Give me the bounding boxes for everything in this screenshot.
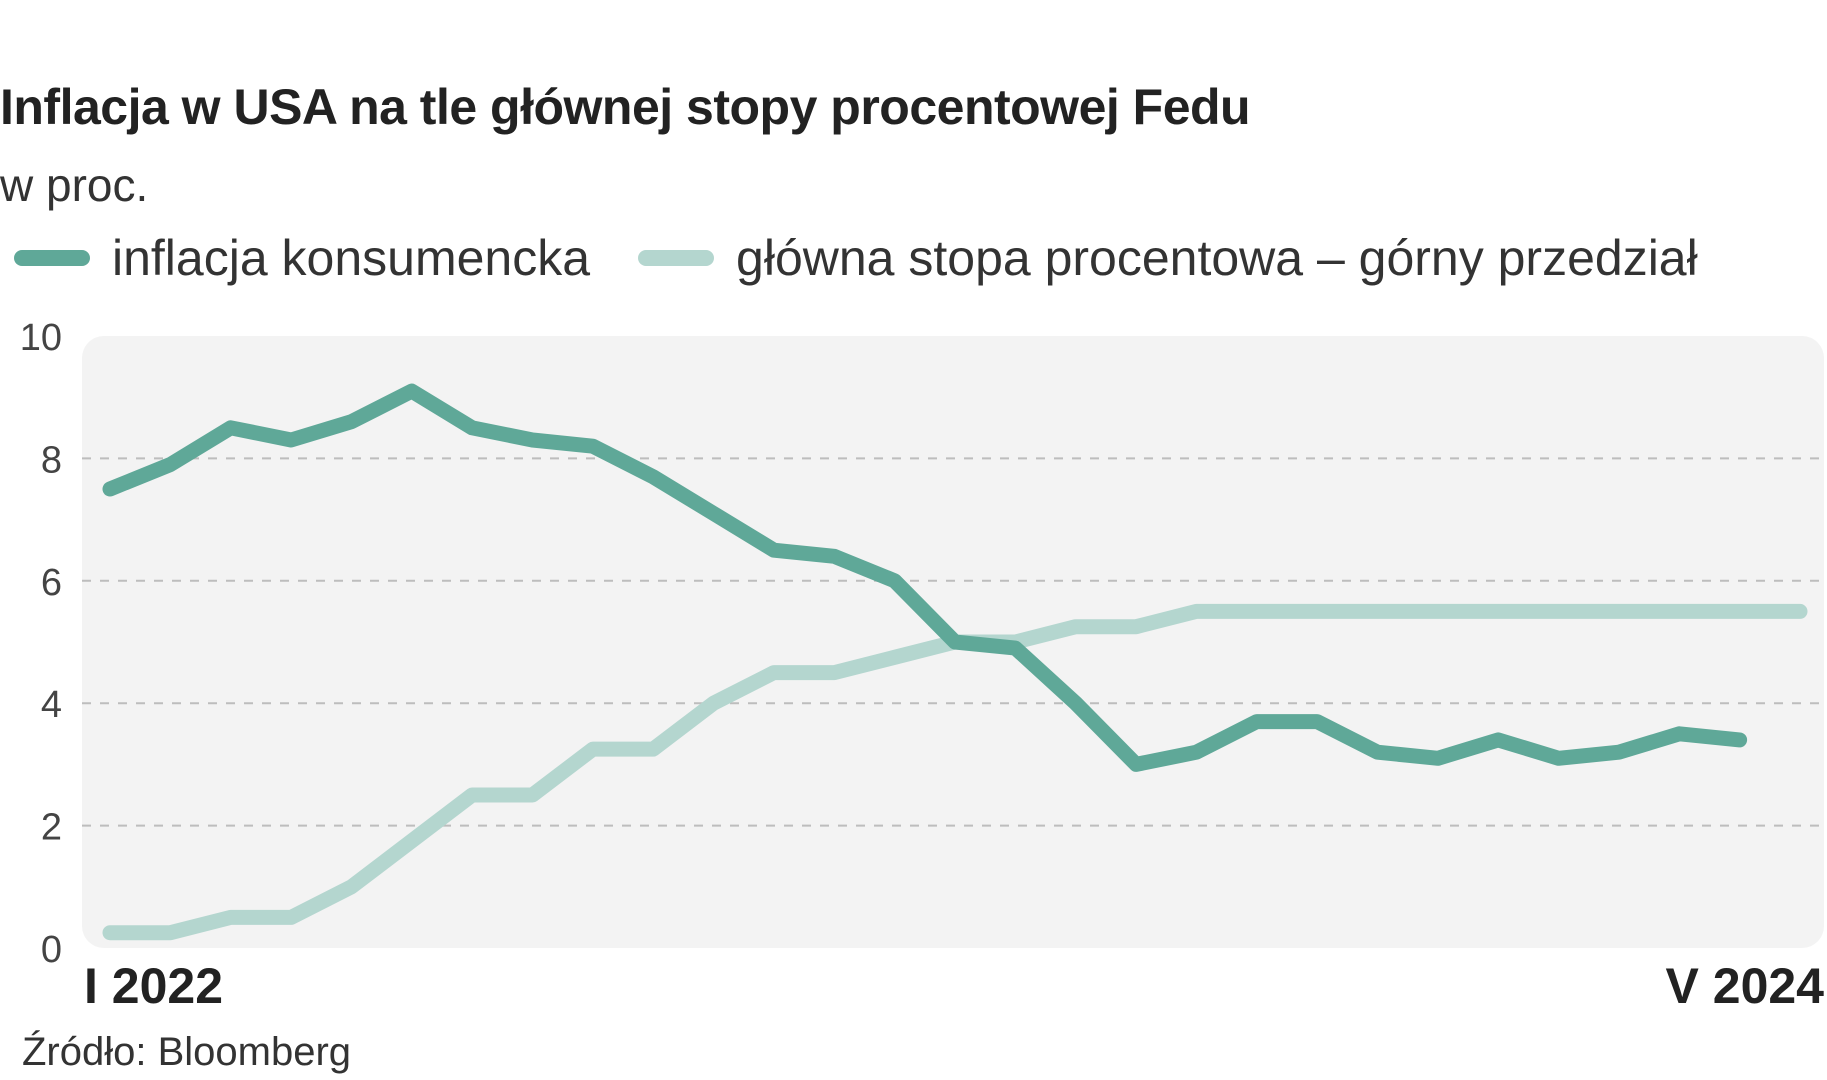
chart-title: Inflacja w USA na tle głównej stopy proc… [0, 79, 1251, 135]
grid-lines [82, 457, 1824, 827]
line-chart: 0 2 4 6 8 10 I 2022 V 2024 [20, 320, 1825, 1014]
chart-legend: inflacja konsumencka główna stopa procen… [14, 228, 1746, 288]
y-tick-label: 8 [41, 439, 62, 481]
legend-label-interest-rate: główna stopa procentowa – górny przedzia… [736, 230, 1698, 286]
chart-subtitle: w proc. [0, 159, 149, 211]
x-tick-label-start: I 2022 [84, 958, 223, 1014]
legend-item-interest-rate: główna stopa procentowa – górny przedzia… [638, 229, 1698, 287]
x-tick-label-end: V 2024 [1666, 958, 1825, 1014]
y-tick-label: 6 [41, 562, 62, 604]
y-tick-label: 0 [41, 929, 62, 971]
legend-swatch-inflation [14, 250, 90, 266]
y-tick-label: 4 [41, 684, 62, 726]
series-lines [102, 383, 1808, 941]
source-note: Źródło: Bloomberg [22, 1030, 352, 1074]
y-tick-label: 2 [41, 807, 62, 849]
legend-item-inflation: inflacja konsumencka [14, 229, 590, 287]
y-axis-tick-labels: 0 2 4 6 8 10 [20, 320, 62, 971]
y-tick-label: 10 [20, 320, 62, 359]
series-line-inflation [102, 383, 1748, 772]
legend-label-inflation: inflacja konsumencka [112, 230, 591, 286]
legend-swatch-interest-rate [638, 250, 715, 266]
